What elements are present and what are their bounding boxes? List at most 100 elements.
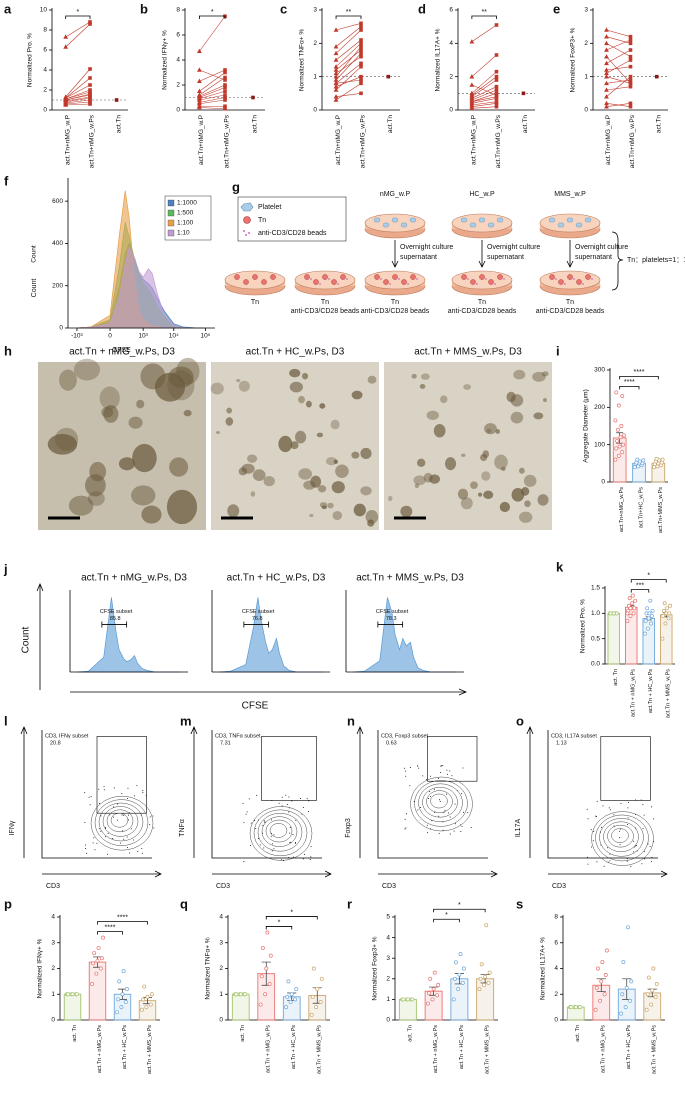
marker	[197, 103, 202, 109]
panel-letter: b	[140, 1, 148, 16]
legend-swatch	[167, 219, 175, 227]
event	[308, 811, 310, 813]
cell	[304, 274, 310, 280]
bead-icon	[248, 232, 250, 234]
data-point	[144, 1005, 149, 1010]
contour	[253, 809, 308, 857]
data-point	[66, 992, 71, 997]
aggregate	[210, 382, 224, 395]
marker	[251, 95, 255, 100]
aggregate	[278, 435, 293, 453]
marker	[88, 90, 92, 94]
event	[644, 858, 646, 860]
data-point	[458, 952, 463, 957]
event	[444, 809, 446, 811]
event	[84, 847, 86, 849]
data-point	[124, 987, 129, 992]
event	[409, 767, 411, 769]
data-point	[665, 606, 669, 611]
y-tick-label: 1	[313, 73, 317, 80]
data-point	[650, 608, 655, 613]
arrow	[566, 240, 574, 268]
gate-value: 20.8	[50, 740, 61, 746]
x-tick-label: act.Tn + MMS_w.Ps	[666, 669, 672, 718]
source-label: MMS_w.P	[554, 191, 586, 198]
plot-frame	[377, 730, 488, 859]
aggregate	[331, 481, 345, 494]
marker	[359, 54, 363, 59]
data-point	[452, 976, 457, 981]
x-axis-label: CFSE	[112, 347, 131, 354]
aggregate	[387, 495, 393, 501]
cell	[243, 279, 249, 285]
marker	[494, 69, 499, 74]
aggregate	[298, 468, 313, 480]
aggregate	[130, 485, 156, 506]
data-point	[123, 1000, 128, 1004]
event	[463, 811, 465, 813]
significance-bracket	[335, 15, 362, 19]
marker	[604, 67, 609, 72]
event	[404, 818, 406, 820]
pair-line	[199, 107, 226, 110]
marker	[333, 50, 339, 56]
event	[641, 863, 643, 865]
marker	[628, 38, 633, 42]
gate-value: 7.31	[220, 740, 231, 746]
aggregate	[353, 503, 366, 517]
platelet	[382, 222, 390, 228]
bead	[494, 283, 496, 285]
event	[281, 805, 283, 807]
event	[430, 775, 432, 777]
data-point	[140, 1007, 144, 1012]
panel-letter: f	[4, 173, 9, 188]
marker	[359, 74, 363, 79]
event	[292, 834, 294, 836]
x-tick-label: act.Tn + nMG_w.Ps	[631, 669, 637, 717]
y-tick-label: 4	[176, 57, 180, 64]
event	[619, 830, 621, 832]
x-tick-label: act. Tn	[72, 1025, 78, 1042]
aggregate	[59, 369, 77, 391]
x-tick-label: act. Tn	[407, 1025, 413, 1042]
event	[596, 861, 598, 863]
bead	[476, 283, 478, 285]
pair-line	[335, 23, 362, 31]
platelet	[575, 222, 583, 228]
contour	[102, 806, 139, 837]
event	[461, 792, 463, 794]
dish-top	[224, 270, 286, 290]
x-tick-label: 0	[108, 333, 112, 340]
pair-line	[65, 89, 91, 100]
contour	[110, 812, 129, 828]
aggregate	[325, 457, 337, 466]
aggregate	[167, 370, 195, 401]
axis-arrow	[42, 870, 162, 878]
aggregate	[414, 483, 420, 489]
marker	[88, 20, 92, 24]
pair-line	[471, 79, 497, 97]
event	[281, 859, 283, 861]
y-tick-label: 3	[219, 939, 223, 946]
contour	[611, 828, 629, 843]
y-tick-label: 3	[51, 939, 55, 946]
cell	[374, 274, 380, 280]
y-tick-label: 3	[386, 955, 390, 962]
event	[626, 860, 628, 862]
platelet	[373, 217, 381, 223]
data-point	[119, 1005, 124, 1010]
marker	[359, 81, 363, 86]
event	[440, 771, 442, 773]
data-point	[646, 616, 651, 621]
y-tick-label: 8	[43, 27, 47, 34]
aggregate	[413, 475, 426, 486]
pair-line	[65, 77, 91, 99]
event	[438, 832, 440, 834]
aggregate	[298, 395, 305, 404]
pair-line	[65, 93, 91, 101]
legend-label: 1:10	[177, 230, 190, 237]
bead	[416, 278, 418, 280]
aggregate	[68, 495, 94, 516]
pair-line	[335, 49, 362, 71]
data-point	[666, 616, 671, 621]
